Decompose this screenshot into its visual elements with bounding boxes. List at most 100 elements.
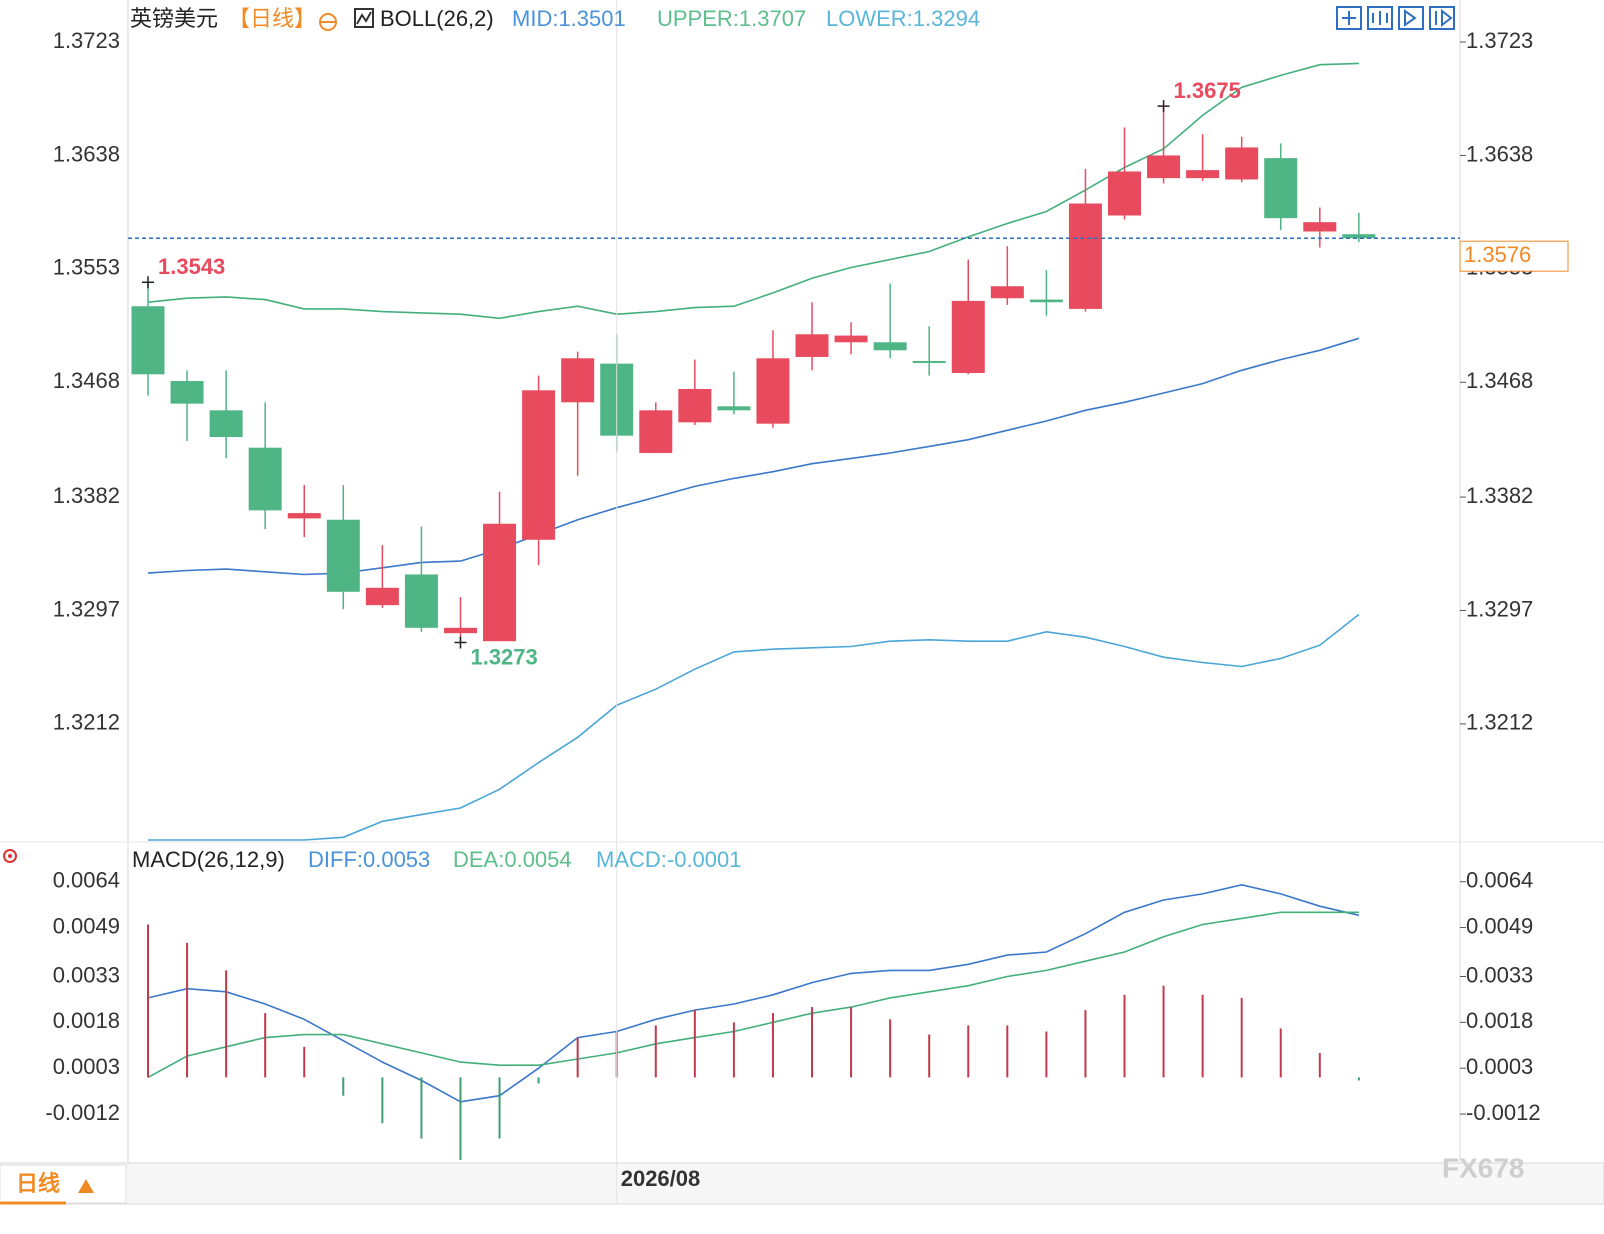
y-tick-label: 1.3382 xyxy=(53,483,120,508)
period-button[interactable] xyxy=(0,1164,127,1204)
tool-end[interactable] xyxy=(1429,6,1455,30)
y-tick-label-right: 0.0018 xyxy=(1466,1008,1533,1033)
macd-bar xyxy=(928,1034,931,1078)
title: 英镑美元 xyxy=(130,6,218,31)
candle-body xyxy=(873,342,907,351)
macd-bar xyxy=(967,1025,970,1078)
macd-bar xyxy=(1279,1028,1282,1078)
macd-title: MACD(26,12,9) xyxy=(132,847,285,872)
candle-body xyxy=(834,335,868,343)
macd-bar xyxy=(1357,1077,1360,1081)
y-tick-label: 0.0003 xyxy=(53,1054,120,1079)
tool-zoom[interactable] xyxy=(1367,6,1393,30)
annotation-marker xyxy=(142,276,154,289)
indicator-name: BOLL(26,2) xyxy=(380,6,494,31)
macd-bar xyxy=(693,1010,696,1078)
candle-body xyxy=(1303,222,1337,232)
legend-entry: UPPER:1.3707 xyxy=(657,6,806,31)
macd-bar xyxy=(732,1022,735,1078)
candle-body xyxy=(522,390,556,540)
y-tick-label-right: 0.0003 xyxy=(1466,1054,1533,1079)
last-price-label: 1.3576 xyxy=(1464,242,1531,267)
legend-entry: DEA:0.0054 xyxy=(453,847,572,872)
legend-entry: LOWER:1.3294 xyxy=(826,6,980,31)
macd-bar xyxy=(1240,997,1243,1078)
y-tick-label-right: 0.0064 xyxy=(1466,868,1533,893)
annotation-label: 1.3675 xyxy=(1174,78,1241,103)
y-tick-label-right: 1.3638 xyxy=(1466,141,1533,166)
legend-entry: MID:1.3501 xyxy=(512,6,626,31)
macd-bar xyxy=(420,1077,423,1139)
y-tick-label: -0.0012 xyxy=(45,1100,120,1125)
last-price-box xyxy=(1459,240,1569,272)
y-tick-label-right: 1.3297 xyxy=(1466,596,1533,621)
macd-bar xyxy=(850,1007,853,1078)
period-button-arrow xyxy=(78,1179,94,1193)
candle-body xyxy=(287,513,321,519)
macd-plot xyxy=(147,883,1360,1160)
y-tick-label: 1.3297 xyxy=(53,596,120,621)
candle-body xyxy=(990,286,1024,299)
annotation-marker xyxy=(454,636,467,649)
annotation-marker xyxy=(1157,100,1170,113)
annotation-label: 1.3273 xyxy=(470,644,537,669)
candle-body xyxy=(1342,234,1376,239)
macd-bar xyxy=(225,970,228,1078)
x-tick-label: 2026/08 xyxy=(621,1166,701,1191)
indicator-line xyxy=(147,883,1360,1103)
y-tick-label: 1.3723 xyxy=(53,28,120,53)
tool-crosshair[interactable] xyxy=(1336,6,1362,30)
macd-bar xyxy=(498,1077,501,1139)
macd-bar xyxy=(654,1025,657,1078)
legend-entry: DIFF:0.0053 xyxy=(308,847,430,872)
annotation-label: 1.3543 xyxy=(158,254,225,279)
macd-gear[interactable] xyxy=(3,849,17,863)
y-tick-label-right: 0.0033 xyxy=(1466,962,1533,987)
macd-bar xyxy=(303,1046,306,1078)
indicator-line xyxy=(147,911,1359,1079)
macd-bar xyxy=(771,1013,774,1078)
candle-body xyxy=(1108,171,1141,216)
macd-bar xyxy=(1045,1031,1048,1078)
macd-bar xyxy=(576,1037,579,1078)
candle-body xyxy=(951,300,985,373)
time-axis-strip xyxy=(0,1162,1604,1205)
macd-bar xyxy=(147,924,149,1078)
candle-body xyxy=(1264,158,1298,219)
candle-body xyxy=(1147,155,1181,179)
macd-bar xyxy=(1318,1052,1321,1078)
candle-body xyxy=(170,380,204,404)
y-tick-label-right: 1.3468 xyxy=(1466,368,1533,393)
macd-bar xyxy=(811,1007,814,1078)
overlay: 1.37231.37231.36381.36381.35531.35531.34… xyxy=(45,0,1569,1204)
macd-bar xyxy=(1006,1025,1009,1078)
candle-body xyxy=(1068,203,1102,309)
candle-body xyxy=(443,627,477,634)
y-tick-label: 1.3638 xyxy=(53,141,120,166)
candle-body xyxy=(404,574,438,628)
indicator-line xyxy=(147,62,1359,320)
y-tick-label: 0.0049 xyxy=(53,913,120,938)
y-tick-label: 0.0018 xyxy=(53,1008,120,1033)
candle-body xyxy=(639,410,673,454)
candle-body xyxy=(1029,299,1063,303)
macd-bar xyxy=(459,1077,462,1160)
candle-body xyxy=(365,587,399,606)
indicator-line xyxy=(148,613,1360,841)
macd-bar xyxy=(1123,994,1126,1078)
toolbar xyxy=(1336,6,1455,30)
candle-body xyxy=(131,306,165,375)
tool-play[interactable] xyxy=(1398,6,1424,30)
macd-bar xyxy=(1201,994,1204,1078)
candle-body xyxy=(1186,170,1220,179)
macd-bar xyxy=(537,1077,540,1084)
y-tick-label-right: 0.0049 xyxy=(1466,913,1533,938)
y-tick-label: 1.3212 xyxy=(53,710,120,735)
y-tick-label: 0.0064 xyxy=(53,868,120,893)
period-button-label: 日线 xyxy=(16,1171,60,1196)
y-tick-label: 1.3468 xyxy=(53,368,120,393)
tool-glyphs xyxy=(1342,8,1453,28)
indicator-icon[interactable] xyxy=(354,8,374,28)
